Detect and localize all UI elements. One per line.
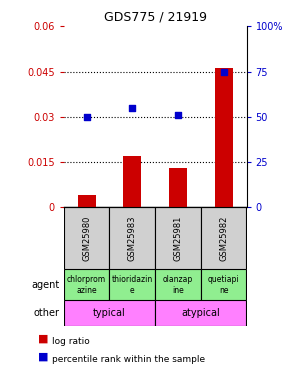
FancyBboxPatch shape	[155, 207, 201, 269]
Bar	[215, 69, 233, 207]
Text: GSM25982: GSM25982	[219, 216, 228, 261]
Bar	[123, 156, 142, 207]
Text: quetiapi
ne: quetiapi ne	[208, 275, 240, 295]
Text: atypical: atypical	[182, 308, 220, 318]
Text: thioridazin
e: thioridazin e	[112, 275, 153, 295]
FancyBboxPatch shape	[110, 269, 155, 300]
Text: GSM25981: GSM25981	[173, 216, 182, 261]
Text: chlorprom
azine: chlorprom azine	[67, 275, 106, 295]
Text: percentile rank within the sample: percentile rank within the sample	[52, 356, 205, 364]
Point	[84, 114, 89, 120]
Text: typical: typical	[93, 308, 126, 318]
Point	[130, 105, 135, 111]
FancyBboxPatch shape	[64, 207, 110, 269]
Point	[221, 69, 226, 75]
FancyBboxPatch shape	[201, 207, 246, 269]
Bar	[169, 168, 187, 207]
Text: GSM25980: GSM25980	[82, 216, 91, 261]
Text: ■: ■	[38, 333, 48, 343]
FancyBboxPatch shape	[64, 300, 155, 326]
Text: log ratio: log ratio	[52, 337, 90, 346]
FancyBboxPatch shape	[201, 269, 246, 300]
FancyBboxPatch shape	[155, 300, 246, 326]
FancyBboxPatch shape	[64, 269, 110, 300]
Text: ■: ■	[38, 352, 48, 362]
FancyBboxPatch shape	[110, 207, 155, 269]
Text: other: other	[33, 308, 59, 318]
Title: GDS775 / 21919: GDS775 / 21919	[104, 11, 207, 24]
Text: agent: agent	[31, 280, 59, 290]
Text: olanzap
ine: olanzap ine	[163, 275, 193, 295]
Point	[176, 112, 180, 118]
Bar	[77, 195, 96, 207]
Text: GSM25983: GSM25983	[128, 216, 137, 261]
FancyBboxPatch shape	[155, 269, 201, 300]
